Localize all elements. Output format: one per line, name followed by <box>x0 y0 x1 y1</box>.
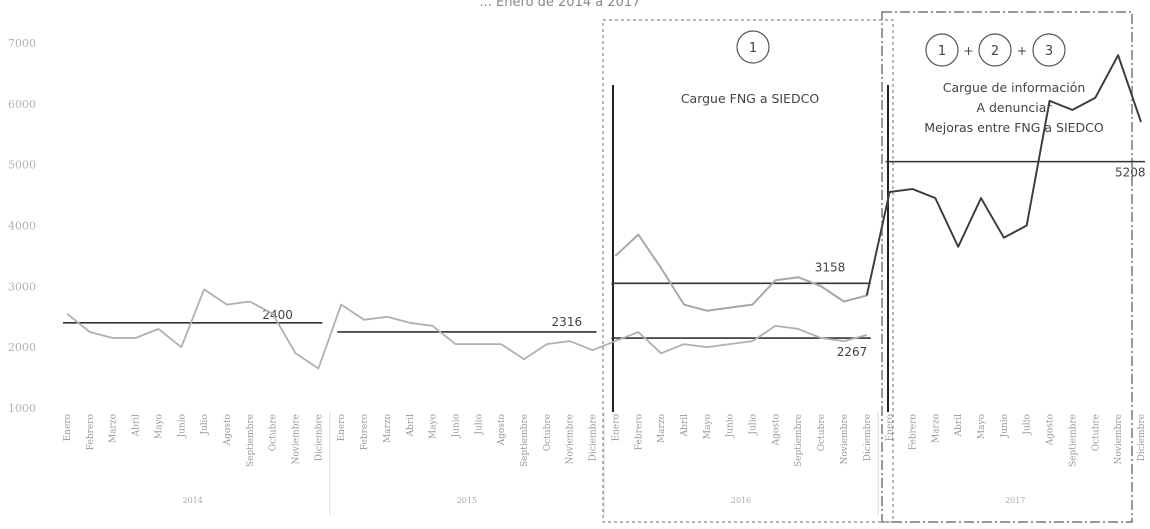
x-tick-label: Febrero <box>360 414 370 450</box>
annotation-circle <box>925 33 959 67</box>
chart-title: ... Enero de 2014 a 2017 <box>480 0 641 10</box>
x-axis-ticks: Enero Febrero Marzo Abril Mayo Junio Julio Agos… <box>63 414 1147 467</box>
x-tick-label: Febrero <box>634 414 644 450</box>
annotation-text: A denunciar <box>976 100 1052 115</box>
annotation-circle <box>1032 33 1066 67</box>
series-line-2017-segment <box>865 54 1142 296</box>
x-tick-label: Junio <box>451 414 461 439</box>
year-label: 2014 <box>182 496 202 505</box>
x-tick-label: Agosto <box>223 414 233 446</box>
annotation-circle <box>978 33 1012 67</box>
x-tick-label: Octubre <box>817 414 827 451</box>
x-tick-label: Septiembre <box>246 414 256 467</box>
annotation-box-2016 <box>602 19 894 523</box>
annotation-circle-number: 3 <box>1045 44 1053 59</box>
annotation-text: Cargue de información <box>943 80 1086 95</box>
x-tick-label: Septiembre <box>1068 414 1078 467</box>
x-tick-label: Marzo <box>657 414 667 443</box>
x-tick-label: Julio <box>1023 414 1033 436</box>
annotation-text: Cargue FNG a SIEDCO <box>681 91 820 106</box>
x-tick-label: Agosto <box>1046 414 1056 446</box>
annotation-circle-number: 2 <box>991 44 999 59</box>
y-tick-label: 3000 <box>8 280 36 293</box>
x-tick-label: Febrero <box>86 414 96 450</box>
x-tick-label: Julio <box>474 414 484 436</box>
x-tick-label: Marzo <box>383 414 393 443</box>
annotation-circle-number: 1 <box>749 41 757 56</box>
x-tick-label: Septiembre <box>794 414 804 467</box>
x-tick-label: Agosto <box>497 414 507 446</box>
annotation-plus: + <box>963 43 973 58</box>
x-tick-label: Septiembre <box>520 414 530 467</box>
annotation-box-2017 <box>881 11 1133 523</box>
year-labels: 2014 2015 2016 2017 <box>182 412 1025 515</box>
y-tick-label: 6000 <box>8 98 36 111</box>
average-label: 3158 <box>815 260 846 274</box>
annotation-boxes <box>602 11 1133 523</box>
x-tick-label: Abril <box>680 414 690 437</box>
x-tick-label: Diciembre <box>314 414 324 461</box>
x-tick-label: Octubre <box>543 414 553 451</box>
x-tick-label: Octubre <box>1091 414 1101 451</box>
x-tick-label: Junio <box>177 414 187 439</box>
x-tick-label: Enero <box>337 414 347 441</box>
x-tick-label: Mayo <box>703 414 713 439</box>
average-label: 5208 <box>1115 166 1146 180</box>
year-label: 2015 <box>457 496 477 505</box>
y-tick-label: 7000 <box>8 37 36 50</box>
x-tick-label: Agosto <box>771 414 781 446</box>
average-label: 2267 <box>837 345 868 359</box>
y-axis-ticks: 7000 6000 5000 4000 3000 2000 1000 <box>8 37 36 415</box>
x-tick-label: Junio <box>1000 414 1010 439</box>
x-tick-label: Mayo <box>977 414 987 439</box>
annotation-plus: + <box>1017 43 1027 58</box>
x-tick-label: Noviembre <box>292 414 302 465</box>
y-tick-label: 5000 <box>8 159 36 172</box>
x-tick-label: Noviembre <box>840 414 850 465</box>
x-tick-label: Octubre <box>269 414 279 451</box>
average-label: 2316 <box>552 315 583 329</box>
series-lines <box>66 54 1142 370</box>
x-tick-label: Enero <box>886 414 896 441</box>
x-tick-label: Julio <box>200 414 210 436</box>
x-tick-label: Diciembre <box>1137 414 1147 461</box>
x-tick-label: Noviembre <box>1114 414 1124 465</box>
annotation-text: Mejoras entre FNG a SIEDCO <box>924 120 1104 135</box>
y-tick-label: 4000 <box>8 220 36 233</box>
x-tick-label: Julio <box>749 414 759 436</box>
x-tick-label: Junio <box>726 414 736 439</box>
x-tick-label: Diciembre <box>589 414 599 461</box>
x-tick-label: Diciembre <box>863 414 873 461</box>
x-tick-label: Noviembre <box>566 414 576 465</box>
annotation-circle-number: 1 <box>938 44 946 59</box>
x-tick-label: Febrero <box>908 414 918 450</box>
annotations: 1 Cargue FNG a SIEDCO 1 +2 +3 Cargue de infor… <box>681 30 1104 135</box>
series-line <box>66 288 868 370</box>
year-label: 2016 <box>731 496 751 505</box>
x-tick-label: Mayo <box>429 414 439 439</box>
x-tick-label: Marzo <box>109 414 119 443</box>
x-tick-label: Abril <box>406 414 416 437</box>
year-label: 2017 <box>1005 496 1025 505</box>
y-tick-label: 2000 <box>8 341 36 354</box>
x-tick-label: Abril <box>954 414 964 437</box>
y-tick-label: 1000 <box>8 402 36 415</box>
x-tick-label: Enero <box>611 414 621 441</box>
x-tick-label: Mayo <box>154 414 164 439</box>
x-tick-label: Enero <box>63 414 73 441</box>
x-tick-label: Marzo <box>931 414 941 443</box>
x-tick-label: Abril <box>132 414 142 437</box>
annotation-circle <box>736 30 770 64</box>
